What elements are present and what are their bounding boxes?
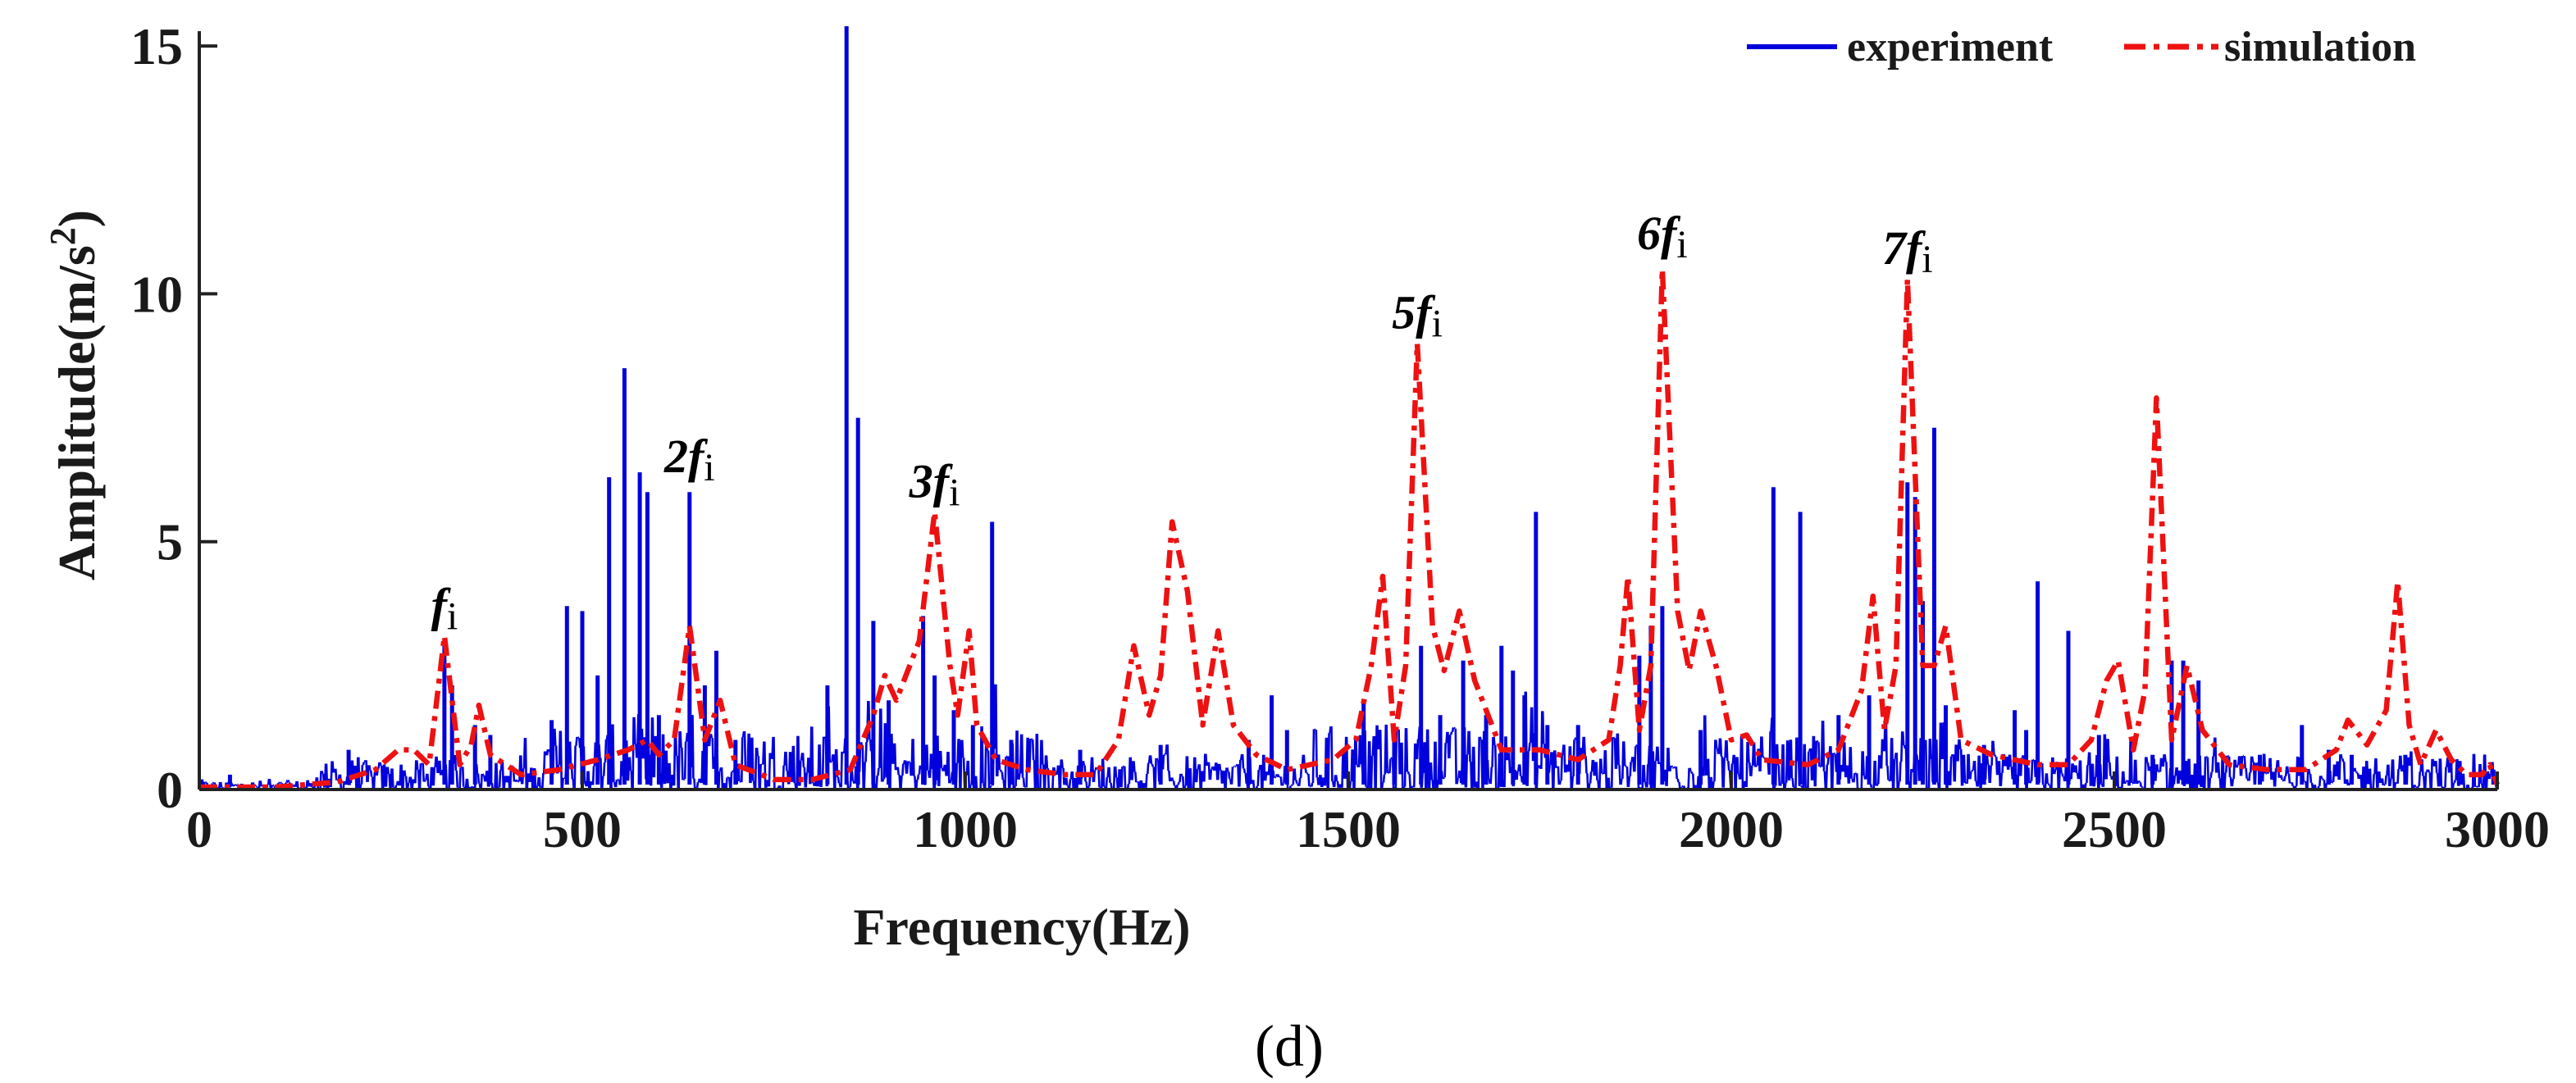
harmonic-annotation-sub: i (949, 471, 960, 514)
harmonic-annotation-sub: i (704, 446, 714, 489)
x-axis-title: Frequency(Hz) (853, 898, 1190, 956)
y-axis-title-sup: 2 (43, 227, 83, 245)
y-axis-title-close: ) (48, 210, 106, 227)
harmonic-annotation-main: 3f (909, 454, 954, 507)
x-tick-label: 1500 (1296, 800, 1401, 858)
simulation-line (199, 266, 2501, 790)
harmonic-annotation: 3fi (909, 454, 960, 514)
harmonic-annotation: 7fi (1882, 221, 1933, 281)
harmonic-annotation: fi (431, 578, 458, 638)
harmonic-annotation: 5fi (1392, 286, 1443, 346)
harmonic-annotation-main: 5f (1392, 286, 1436, 339)
harmonic-annotation-sub: i (1676, 223, 1687, 266)
harmonic-annotation-main: 7f (1882, 221, 1926, 275)
legend: experiment simulation (1747, 24, 2416, 71)
y-tick-label: 0 (157, 761, 183, 819)
legend-label-simulation: simulation (2224, 24, 2416, 71)
y-tick-label: 5 (157, 513, 183, 571)
x-tick-label: 1000 (913, 800, 1018, 858)
simulation-series (199, 266, 2501, 790)
x-tick-label: 3000 (2445, 800, 2550, 858)
harmonic-annotation-sub: i (1922, 238, 1932, 281)
harmonic-annotation-main: 2f (663, 430, 709, 483)
harmonic-annotation: 2fi (663, 430, 715, 489)
harmonic-annotation-sub: i (447, 594, 458, 638)
y-axis-title: Amplitude(m/s2) (43, 210, 106, 580)
y-tick-label: 10 (130, 265, 183, 323)
harmonic-annotation: 6fi (1637, 207, 1688, 266)
axes: 0 500 1000 1500 2000 2500 3000 0 5 10 15 (130, 17, 2550, 858)
x-tick-label: 500 (543, 800, 622, 858)
x-tick-label: 0 (186, 800, 212, 858)
harmonic-annotation-main: 6f (1637, 207, 1681, 260)
legend-label-experiment: experiment (1847, 24, 2054, 71)
experiment-series (198, 26, 2498, 791)
x-tick-label: 2500 (2062, 800, 2167, 858)
x-tick-label: 2000 (1679, 800, 1784, 858)
y-tick-label: 15 (130, 17, 183, 75)
subfigure-label: (d) (1255, 1013, 1324, 1079)
harmonic-annotation-sub: i (1432, 303, 1443, 346)
y-axis-title-main: Amplitude(m/s (48, 245, 106, 580)
